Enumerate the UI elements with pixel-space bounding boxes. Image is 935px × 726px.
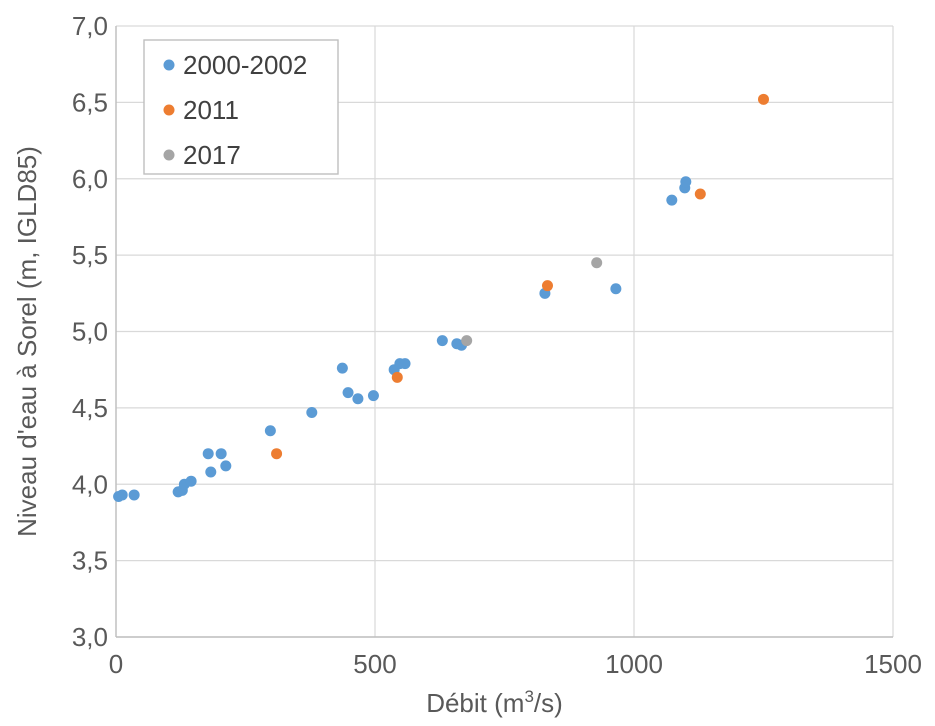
data-points [113,93,769,502]
data-point [220,460,232,472]
x-axis-title: Débit (m3/s) [426,687,563,718]
x-tick-label: 500 [353,649,396,679]
legend-label: 2011 [183,95,239,125]
x-tick-label: 1000 [605,649,663,679]
y-tick-label: 6,0 [72,164,108,194]
data-point [205,466,217,478]
data-point [758,93,769,105]
data-point [336,362,348,374]
data-point [399,358,411,370]
series-2000-2002 [113,176,692,502]
data-point [306,406,318,418]
data-point [436,335,448,347]
data-point [391,371,403,383]
y-tick-label: 4,0 [72,469,108,499]
legend-label: 2000-2002 [183,50,307,80]
data-point [215,448,227,460]
y-tick-label: 4,5 [72,393,108,423]
y-tick-label: 6,5 [72,87,108,117]
axes: 3,0 3,5 4,0 4,5 5,0 5,5 6,0 6,5 7,0 0 500 1000 1500 D… [12,11,922,718]
data-point [680,176,692,188]
data-point [342,387,354,399]
data-point [694,188,706,200]
x-tick-label: 0 [109,649,123,679]
data-point [128,489,140,501]
y-tick-label: 7,0 [72,11,108,41]
legend-marker [163,149,175,161]
data-point [666,194,678,206]
legend-marker [163,104,175,116]
y-axis-title: Niveau d'eau à Sorel (m, IGLD85) [12,146,42,537]
data-point [541,280,553,292]
y-tick-label: 3,0 [72,622,108,652]
legend: 2000-2002 2011 2017 [143,39,339,175]
data-point [352,393,364,405]
series-2017 [461,257,603,347]
data-point [610,283,622,295]
grid-lines [115,25,894,638]
y-tick-label: 5,5 [72,240,108,270]
data-point [271,448,283,460]
data-point [591,257,603,269]
data-point [264,425,276,437]
legend-marker [163,59,175,71]
series-2011 [271,93,769,460]
legend-label: 2017 [183,140,241,170]
x-tick-label: 1500 [864,649,922,679]
y-tick-label: 5,0 [72,317,108,347]
data-point [116,489,128,501]
y-tick-label: 3,5 [72,546,108,576]
data-point [202,448,214,460]
data-point [461,335,473,347]
data-point [185,475,197,487]
legend-box [143,39,339,175]
data-point [367,390,379,402]
